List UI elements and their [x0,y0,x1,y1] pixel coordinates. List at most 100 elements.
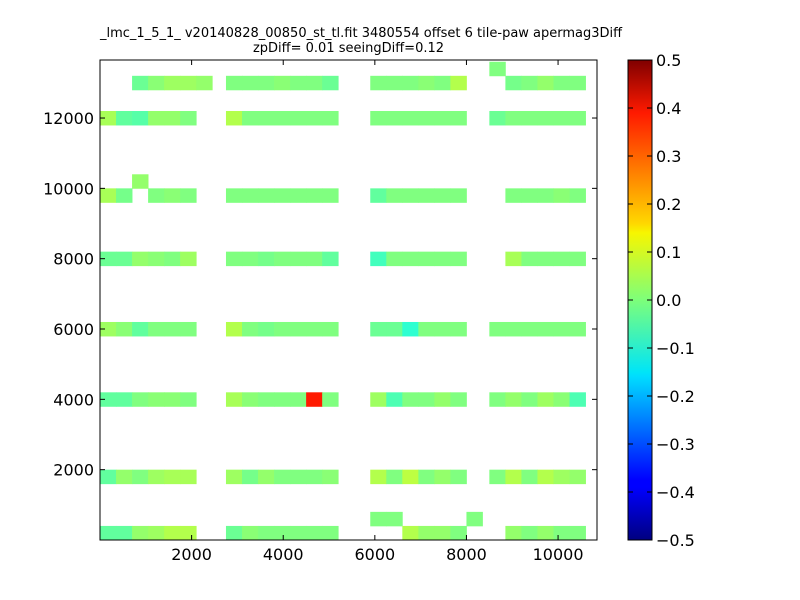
y-tick-label: 12000 [43,109,94,128]
heatmap-cell [100,110,117,126]
heatmap-cell [258,75,275,91]
heatmap-cell [225,110,243,126]
heatmap-cell [537,321,554,337]
heatmap-cell [370,469,387,485]
heatmap-cell [569,110,586,126]
heatmap-cell [242,251,259,267]
heatmap-cell [116,251,133,267]
heatmap-cell [225,188,243,203]
heatmap-cell [402,188,419,203]
x-tick-label: 2000 [171,545,212,564]
heatmap-cell [322,469,339,485]
heatmap-cell [306,321,323,337]
heatmap-cell [306,251,323,267]
heatmap-cell [434,75,451,91]
heatmap-cell [322,392,339,407]
heatmap-cell [537,392,554,407]
heatmap-cell [505,188,522,203]
heatmap-cell [402,469,419,485]
heatmap-cell [553,525,570,541]
heatmap-cell [274,75,291,91]
x-tick-label: 10000 [533,545,584,564]
heatmap-cell [100,251,117,267]
heatmap-cell [434,188,451,203]
heatmap-cell [290,110,307,126]
heatmap-cell [258,251,275,267]
heatmap-cell [489,469,506,485]
heatmap-cell [489,61,506,77]
heatmap-cell [505,469,522,485]
axes: 2000 4000 6000 8000 10000 2000 4000 6000 8000 100… [43,60,597,564]
colorbar-tick-label: 0.4 [656,99,681,118]
heatmap-cell [164,110,181,126]
heatmap-cell [132,392,149,407]
heatmap-cell [450,525,467,541]
heatmap-cell [450,251,467,267]
heatmap-cell [132,321,149,337]
heatmap-cell [225,525,243,541]
heatmap-cell [505,110,522,126]
heatmap-cell [505,251,522,267]
heatmap-cell [180,188,197,203]
heatmap-cell [434,110,451,126]
heatmap-cell [196,75,213,91]
heatmap-cell [180,251,197,267]
x-tick-label: 4000 [263,545,304,564]
x-tick-label: 8000 [446,545,487,564]
heatmap-cell [569,392,586,407]
heatmap-cell [100,469,117,485]
heatmap-cell [418,321,435,337]
colorbar-tick-label: 0.5 [656,51,681,70]
heatmap-cell [274,110,291,126]
heatmap-cell [225,251,243,267]
heatmap-cell [418,251,435,267]
heatmap-cell [258,469,275,485]
heatmap-cell [370,251,387,267]
colorbar-tick-label: 0.1 [656,243,681,262]
heatmap-cell [242,188,259,203]
heatmap-cell [148,525,165,541]
heatmap-cell [290,392,307,407]
heatmap-cell [274,321,291,337]
heatmap-cell [370,392,387,407]
heatmap-cell [180,525,197,541]
heatmap-cell [242,75,259,91]
heatmap-cell [505,392,522,407]
heatmap-cell [258,188,275,203]
heatmap-cell [418,469,435,485]
heatmap-cell [148,251,165,267]
heatmap-cell [100,188,117,203]
heatmap-cell [242,525,259,541]
heatmap-cell [274,251,291,267]
heatmap-cell [521,110,538,126]
heatmap-cell [489,321,506,337]
heatmap-cell [148,188,165,203]
heatmap-cell [242,469,259,485]
heatmap-cell [242,110,259,126]
heatmap-cell [132,174,149,189]
heatmap-cell [418,525,435,541]
heatmap-cell [306,110,323,126]
heatmap-cell [306,392,323,407]
heatmap-cell [553,469,570,485]
y-tick-label: 10000 [43,179,94,198]
colorbar-tick-label: −0.5 [656,531,695,550]
heatmap-cell [537,469,554,485]
heatmap-cell [553,75,570,91]
heatmap-cell [569,188,586,203]
heatmap-cell [274,469,291,485]
heatmap-cell [521,75,538,91]
heatmap-cell [290,321,307,337]
heatmap-cell [434,321,451,337]
heatmap-cell [386,251,403,267]
colorbar-axis: 0.5 0.4 0.3 0.2 0.1 0.0 −0.1 −0.2 −0.3 −0.4 −0.5 [628,51,695,550]
heatmap-cell [132,110,149,126]
heatmap-cell [274,392,291,407]
heatmap-cell [290,251,307,267]
heatmap-cell [148,75,165,91]
heatmap-cell [521,188,538,203]
heatmap-cell [180,110,197,126]
heatmap-cell [148,321,165,337]
heatmap-cell [450,75,467,91]
